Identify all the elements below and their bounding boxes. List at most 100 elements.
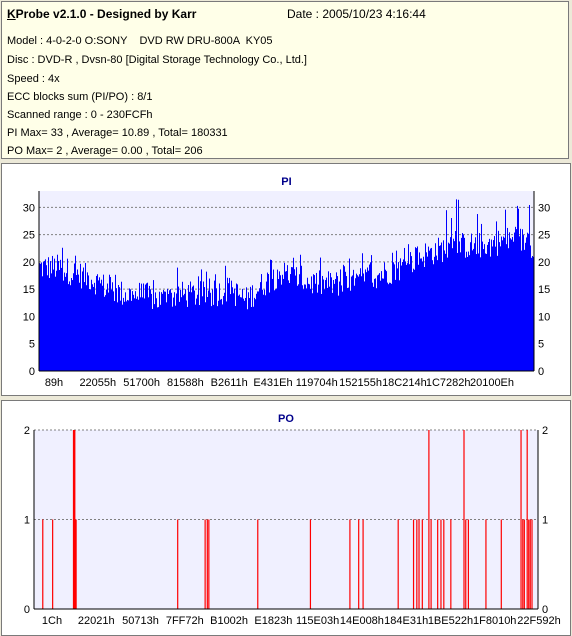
pi-bar	[425, 243, 426, 371]
pi-bar	[50, 261, 51, 371]
pi-bar	[291, 267, 292, 371]
pi-bar	[531, 257, 532, 371]
pi-bar	[348, 287, 349, 371]
pi-bar	[258, 291, 259, 371]
pi-bar	[48, 257, 49, 371]
pi-bar	[518, 208, 519, 371]
pi-bar	[60, 259, 61, 371]
pi-bar	[88, 275, 89, 371]
pi-bar	[494, 236, 495, 371]
pi-bar	[121, 281, 122, 371]
pi-bar	[328, 271, 329, 371]
po-y-tick-left: 2	[24, 425, 30, 437]
pi-bar	[57, 254, 58, 371]
app-title: KProbe v2.1.0 - Designed by Karr	[7, 7, 196, 21]
pi-bar	[358, 276, 359, 371]
pi-bar	[301, 265, 302, 371]
pi-bar	[109, 274, 110, 371]
pi-bar	[51, 273, 52, 371]
app-title-text: Probe v2.1.0 - Designed by Karr	[15, 7, 197, 21]
pi-bar	[364, 281, 365, 371]
pi-y-tick-right: 0	[538, 366, 544, 378]
pi-bar	[76, 275, 77, 371]
pi-bar	[332, 292, 333, 371]
pi-bar	[143, 283, 144, 371]
pi-bar	[366, 272, 367, 371]
pi-bar	[227, 277, 228, 371]
pi-bar	[216, 288, 217, 371]
pi-bar	[220, 299, 221, 371]
pi-bar	[342, 291, 343, 371]
pi-bar	[232, 287, 233, 371]
pi-bar	[93, 286, 94, 371]
pi-bar	[399, 280, 400, 371]
po-x-tick-label: 1Ch	[42, 615, 62, 627]
pi-bar	[137, 296, 138, 371]
pi-bar	[81, 288, 82, 371]
pi-bar	[303, 289, 304, 371]
pi-bar	[368, 270, 369, 371]
pi-bar	[45, 259, 46, 371]
pi-bar	[141, 283, 142, 371]
pi-bar	[242, 288, 243, 371]
pi-bar	[385, 269, 386, 371]
pi-bar	[201, 269, 202, 371]
pi-bar	[181, 297, 182, 371]
pi-bar	[475, 237, 476, 371]
pi-bar	[171, 292, 172, 371]
scan-speed: Speed : 4x	[7, 73, 60, 85]
pi-bar	[413, 268, 414, 371]
pi-bar	[386, 271, 387, 371]
pi-bar	[283, 278, 284, 371]
pi-bar	[367, 267, 368, 371]
pi-bar	[435, 243, 436, 371]
pi-bar	[162, 293, 163, 371]
pi-bar	[353, 269, 354, 371]
pi-bar	[381, 271, 382, 371]
pi-bar	[157, 307, 158, 371]
pi-bar	[423, 256, 424, 371]
pi-stats: PI Max= 33 , Average= 10.89 , Total= 180…	[7, 127, 228, 139]
pi-bar	[442, 262, 443, 371]
pi-bar	[167, 288, 168, 371]
pi-bar	[295, 275, 296, 371]
pi-bar	[202, 296, 203, 371]
pi-bar	[134, 298, 135, 371]
pi-bar	[126, 301, 127, 371]
pi-bar	[471, 233, 472, 371]
pi-bar	[469, 255, 470, 371]
pi-bar	[344, 266, 345, 371]
pi-bar	[99, 277, 100, 371]
pi-x-tick-label: 51700h	[123, 377, 160, 389]
po-x-tick-label: 1BE522h	[428, 615, 473, 627]
pi-bar	[166, 302, 167, 371]
pi-bar	[243, 298, 244, 371]
pi-bar	[62, 247, 63, 371]
pi-bar	[338, 295, 339, 371]
pi-bar	[403, 259, 404, 371]
pi-bar	[290, 274, 291, 371]
pi-bar	[398, 262, 399, 371]
pi-bar	[96, 275, 97, 371]
pi-bar	[292, 267, 293, 371]
pi-bar	[484, 244, 485, 371]
pi-bar	[476, 254, 477, 371]
pi-y-tick-right: 30	[538, 202, 550, 214]
pi-y-tick-left: 5	[29, 339, 35, 351]
pi-bar	[226, 301, 227, 371]
pi-bar	[451, 218, 452, 371]
po-chart-panel: PO 0 0 1 1 2 2 1Ch 22021h 50713h 7FF72h B1002h E1823…	[1, 400, 571, 636]
pi-bar	[330, 272, 331, 371]
pi-bar	[380, 280, 381, 371]
pi-bar	[437, 260, 438, 371]
pi-bar	[161, 292, 162, 371]
pi-bar	[479, 233, 480, 371]
pi-bar	[274, 290, 275, 371]
pi-bar	[361, 276, 362, 371]
po-y-tick-left: 0	[24, 604, 30, 616]
po-bars	[42, 430, 533, 609]
pi-bar	[352, 275, 353, 371]
pi-bar	[309, 284, 310, 371]
pi-bar	[192, 286, 193, 371]
pi-bar	[160, 304, 161, 371]
